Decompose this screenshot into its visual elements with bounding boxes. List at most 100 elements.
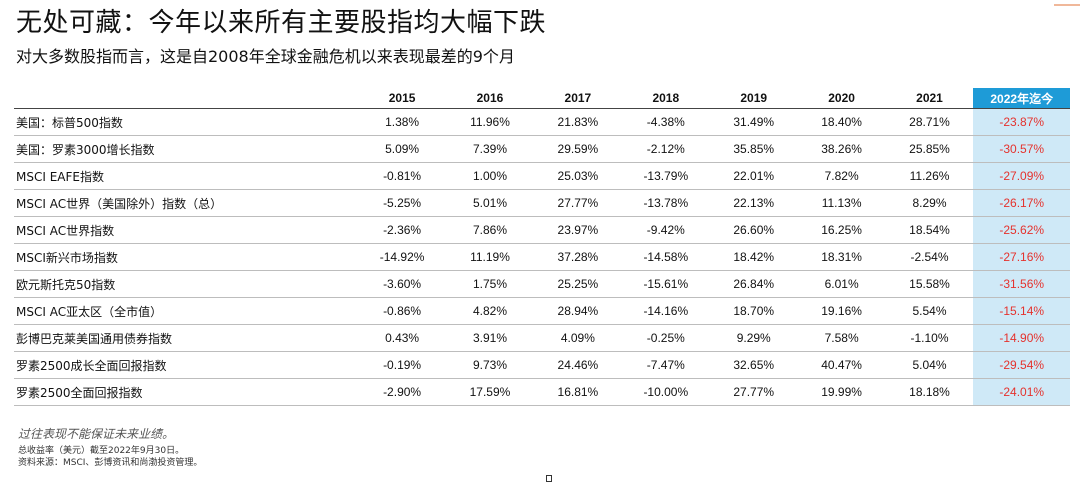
table-row: 罗素2500全面回报指数 -2.90% 17.59% 16.81% -10.00% 27.… (14, 378, 1070, 406)
header-year-2019: 2019 (709, 88, 798, 109)
index-name-cell: MSCI AC世界（美国除外）指数（总） (14, 189, 359, 217)
annual-return-cell: -0.25% (621, 324, 710, 352)
source-note: 资料来源：MSCI、彭博资讯和尚渤投资管理。 (18, 458, 203, 468)
annual-return-cell: 15.58% (885, 270, 974, 298)
ytd-return-cell: -25.62% (973, 216, 1070, 244)
header-year-2018: 2018 (621, 88, 710, 109)
annual-return-cell: 35.85% (709, 135, 798, 163)
index-name-cell: 彭博巴克莱美国通用债券指数 (14, 324, 359, 352)
annual-return-cell: -14.58% (621, 243, 710, 271)
annual-return-cell: 31.49% (709, 108, 798, 136)
annual-return-cell: 26.60% (709, 216, 798, 244)
index-name-cell: MSCI AC亚太区（全市值） (14, 297, 359, 325)
annual-return-cell: -7.47% (621, 351, 710, 379)
annual-return-cell: 11.19% (446, 243, 534, 271)
annual-return-cell: 16.25% (797, 216, 886, 244)
annual-return-cell: 19.99% (797, 378, 886, 406)
table-row: MSCI AC世界（美国除外）指数（总） -5.25% 5.01% 27.77% -13… (14, 189, 1070, 217)
annual-return-cell: -3.60% (358, 270, 447, 298)
ytd-return-cell: -31.56% (973, 270, 1070, 298)
annual-return-cell: 28.71% (885, 108, 974, 136)
table-row: MSCI新兴市场指数 -14.92% 11.19% 37.28% -14.58% 18.4… (14, 243, 1070, 271)
annual-return-cell: 28.94% (533, 297, 622, 325)
annual-return-cell: 4.82% (446, 297, 534, 325)
annual-return-cell: 5.01% (446, 189, 534, 217)
annual-return-cell: -0.81% (358, 162, 447, 190)
annual-return-cell: 7.82% (797, 162, 886, 190)
annual-return-cell: -13.79% (621, 162, 710, 190)
table-row: 彭博巴克莱美国通用债券指数 0.43% 3.91% 4.09% -0.25% 9.29% 7… (14, 324, 1070, 352)
annual-return-cell: 25.85% (885, 135, 974, 163)
annual-return-cell: -15.61% (621, 270, 710, 298)
index-name-cell: 罗素2500全面回报指数 (14, 378, 359, 406)
annual-return-cell: 6.01% (797, 270, 886, 298)
annual-return-cell: -1.10% (885, 324, 974, 352)
header-2022-ytd: 2022年迄今 (973, 88, 1070, 109)
annual-return-cell: -4.38% (621, 108, 710, 136)
annual-return-cell: 18.18% (885, 378, 974, 406)
annual-return-cell: -2.54% (885, 243, 974, 271)
table-body: 美国：标普500指数 1.38% 11.96% 21.83% -4.38% 31.49% 1… (14, 108, 1070, 406)
index-name-cell: 美国：罗素3000增长指数 (14, 135, 359, 163)
annual-return-cell: 21.83% (533, 108, 622, 136)
corner-accent-line (1054, 4, 1080, 6)
annual-return-cell: 18.40% (797, 108, 886, 136)
annual-return-cell: 38.26% (797, 135, 886, 163)
page-title: 无处可藏：今年以来所有主要股指均大幅下跌 (16, 8, 547, 38)
header-year-2017: 2017 (533, 88, 622, 109)
annual-return-cell: 22.13% (709, 189, 798, 217)
annual-return-cell: -10.00% (621, 378, 710, 406)
annual-return-cell: 32.65% (709, 351, 798, 379)
annual-return-cell: 1.00% (446, 162, 534, 190)
annual-return-cell: 18.42% (709, 243, 798, 271)
annual-return-cell: 7.58% (797, 324, 886, 352)
table-row: 美国：标普500指数 1.38% 11.96% 21.83% -4.38% 31.49% 1… (14, 108, 1070, 136)
ytd-return-cell: -27.09% (973, 162, 1070, 190)
table-row: MSCI EAFE指数 -0.81% 1.00% 25.03% -13.79% 22.01… (14, 162, 1070, 190)
returns-note: 总收益率（美元）截至2022年9月30日。 (18, 446, 185, 456)
annual-return-cell: 4.09% (533, 324, 622, 352)
page-subtitle: 对大多数股指而言，这是自2008年全球金融危机以来表现最差的9个月 (16, 47, 515, 66)
performance-table: 2015 2016 2017 2018 2019 2020 2021 2022年… (14, 88, 1070, 406)
table-row: 美国：罗素3000增长指数 5.09% 7.39% 29.59% -2.12% 35.85… (14, 135, 1070, 163)
annual-return-cell: -0.19% (358, 351, 447, 379)
index-name-cell: MSCI新兴市场指数 (14, 243, 359, 271)
index-name-cell: 罗素2500成长全面回报指数 (14, 351, 359, 379)
annual-return-cell: 19.16% (797, 297, 886, 325)
table-row: MSCI AC亚太区（全市值） -0.86% 4.82% 28.94% -14.16% 1… (14, 297, 1070, 325)
annual-return-cell: 26.84% (709, 270, 798, 298)
ytd-return-cell: -29.54% (973, 351, 1070, 379)
annual-return-cell: 27.77% (709, 378, 798, 406)
header-year-2016: 2016 (446, 88, 534, 109)
table-row: 欧元斯托克50指数 -3.60% 1.75% 25.25% -15.61% 26.84% 6… (14, 270, 1070, 298)
table-header-row: 2015 2016 2017 2018 2019 2020 2021 2022年… (14, 88, 1070, 109)
annual-return-cell: 9.73% (446, 351, 534, 379)
ytd-return-cell: -24.01% (973, 378, 1070, 406)
annual-return-cell: 5.04% (885, 351, 974, 379)
annual-return-cell: -9.42% (621, 216, 710, 244)
ytd-return-cell: -30.57% (973, 135, 1070, 163)
annual-return-cell: 18.31% (797, 243, 886, 271)
annual-return-cell: 3.91% (446, 324, 534, 352)
annual-return-cell: 16.81% (533, 378, 622, 406)
header-year-2020: 2020 (797, 88, 886, 109)
table-row: MSCI AC世界指数 -2.36% 7.86% 23.97% -9.42% 26.60%… (14, 216, 1070, 244)
annual-return-cell: -0.86% (358, 297, 447, 325)
ytd-return-cell: -23.87% (973, 108, 1070, 136)
disclaimer-text: 过往表现不能保证未来业绩。 (18, 427, 175, 441)
annual-return-cell: 7.39% (446, 135, 534, 163)
index-name-cell: 欧元斯托克50指数 (14, 270, 359, 298)
annual-return-cell: -13.78% (621, 189, 710, 217)
annual-return-cell: 18.54% (885, 216, 974, 244)
annual-return-cell: 0.43% (358, 324, 447, 352)
header-index-name (14, 88, 359, 109)
annual-return-cell: 37.28% (533, 243, 622, 271)
ytd-return-cell: -27.16% (973, 243, 1070, 271)
header-year-2021: 2021 (885, 88, 974, 109)
annual-return-cell: -2.36% (358, 216, 447, 244)
header-year-2015: 2015 (358, 88, 447, 109)
annual-return-cell: 5.09% (358, 135, 447, 163)
annual-return-cell: 29.59% (533, 135, 622, 163)
index-name-cell: MSCI EAFE指数 (14, 162, 359, 190)
ytd-return-cell: -14.90% (973, 324, 1070, 352)
